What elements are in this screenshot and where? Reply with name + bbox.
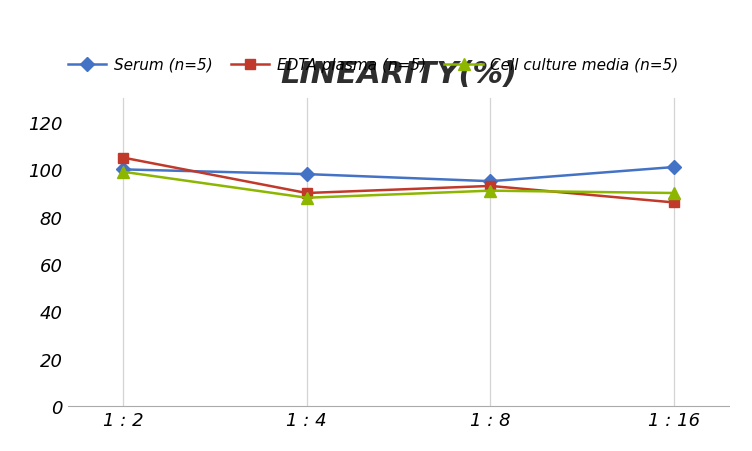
- Serum (n=5): [118, 167, 127, 173]
- EDTA plasma (n=5): [118, 156, 127, 161]
- Serum (n=5): [486, 179, 495, 184]
- EDTA plasma (n=5): [302, 191, 311, 196]
- Serum (n=5): [670, 165, 679, 170]
- EDTA plasma (n=5): [670, 200, 679, 206]
- Line: EDTA plasma (n=5): EDTA plasma (n=5): [118, 153, 679, 208]
- Cell culture media (n=5): [302, 196, 311, 201]
- Line: Cell culture media (n=5): Cell culture media (n=5): [117, 167, 680, 204]
- Line: Serum (n=5): Serum (n=5): [118, 163, 679, 187]
- EDTA plasma (n=5): [486, 184, 495, 189]
- Cell culture media (n=5): [486, 189, 495, 194]
- Serum (n=5): [302, 172, 311, 177]
- Title: LINEARITY(%): LINEARITY(%): [280, 60, 517, 88]
- Cell culture media (n=5): [118, 170, 127, 175]
- Legend: Serum (n=5), EDTA plasma (n=5), Cell culture media (n=5): Serum (n=5), EDTA plasma (n=5), Cell cul…: [62, 52, 684, 79]
- Cell culture media (n=5): [670, 191, 679, 196]
